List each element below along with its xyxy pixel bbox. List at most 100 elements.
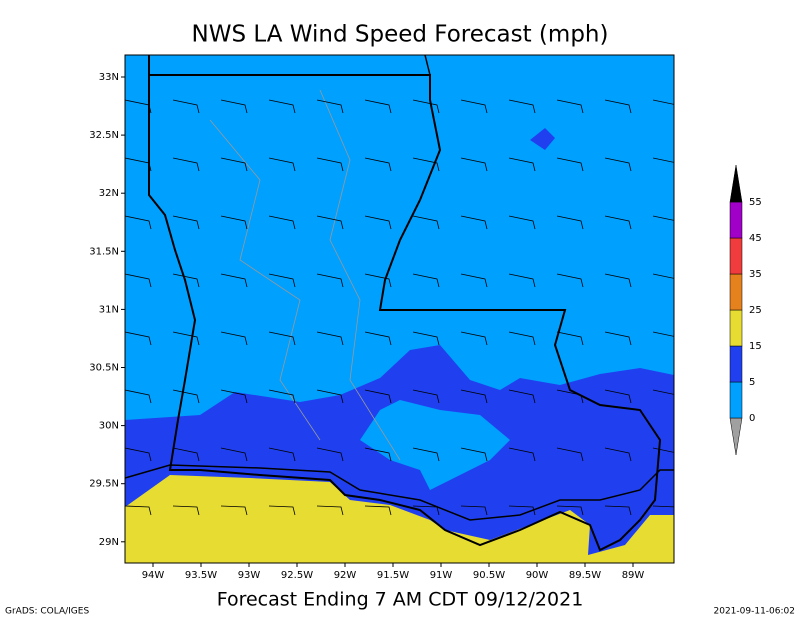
wind-barb	[172, 273, 200, 288]
lon-label: 89.5W	[569, 570, 601, 581]
wind-barb	[220, 215, 248, 230]
wind-barb	[508, 505, 536, 516]
wind-barb	[604, 273, 632, 288]
wind-barb	[172, 389, 200, 404]
wind-barb	[460, 273, 488, 288]
wind-barb	[508, 331, 536, 346]
colorbar-lower-arrow	[729, 417, 743, 456]
wind-barb	[460, 99, 488, 114]
wind-barb	[125, 157, 152, 172]
wind-barb	[604, 389, 632, 404]
wind-barb	[316, 331, 344, 346]
colorbar-label: 5	[749, 377, 755, 388]
wind-barb	[604, 505, 632, 516]
wind-barb	[220, 331, 248, 346]
wind-barb	[412, 215, 440, 230]
colorbar-label: 55	[749, 197, 762, 208]
lon-label: 89W	[622, 570, 645, 581]
wind-barb	[364, 215, 392, 230]
wind-barb	[556, 505, 584, 516]
wind-barb	[268, 331, 296, 346]
parish-border	[319, 89, 401, 461]
wind-barb	[556, 157, 584, 172]
colorbar-label: 25	[749, 305, 762, 316]
wind-barb	[652, 273, 674, 279]
wind-barb	[412, 505, 440, 516]
wind-barb	[220, 389, 248, 404]
colorbar-segment	[729, 201, 743, 239]
wind-barb	[652, 389, 674, 395]
colorbar-segment	[729, 381, 743, 419]
wind-zone-0-5	[360, 400, 510, 490]
wind-barb	[172, 505, 200, 516]
wind-barb	[316, 447, 344, 462]
wind-barb	[125, 215, 152, 230]
wind-barb	[652, 157, 674, 163]
wind-barb	[220, 447, 248, 462]
wind-barb	[316, 157, 344, 172]
wind-barb	[125, 447, 152, 462]
lon-label: 92.5W	[281, 570, 313, 581]
wind-barb	[460, 389, 488, 404]
wind-barb	[125, 331, 152, 346]
lat-label: 30N	[99, 421, 119, 432]
wind-barb	[125, 505, 152, 516]
wind-barb	[460, 505, 488, 516]
coastline	[125, 464, 674, 521]
wind-barb	[460, 447, 488, 462]
lat-label: 32.5N	[89, 130, 119, 141]
wind-barb	[604, 331, 632, 346]
lon-label: 93W	[238, 570, 261, 581]
wind-barb	[508, 157, 536, 172]
wind-barb	[172, 331, 200, 346]
wind-barb	[268, 215, 296, 230]
lon-label: 93.5W	[185, 570, 217, 581]
wind-barb	[412, 273, 440, 288]
wind-barb	[508, 99, 536, 114]
map	[125, 55, 674, 563]
wind-barb	[556, 273, 584, 288]
lat-label: 31N	[99, 304, 119, 315]
colorbar-segment	[729, 273, 743, 311]
lat-label: 32N	[99, 188, 119, 199]
wind-barb	[460, 157, 488, 172]
wind-barb	[364, 273, 392, 288]
wind-barb	[604, 447, 632, 462]
state-border	[424, 55, 431, 76]
wind-barb	[652, 447, 674, 453]
colorbar-label: 35	[749, 269, 762, 280]
colorbar-segment	[729, 345, 743, 383]
wind-barb	[268, 157, 296, 172]
wind-barb	[172, 157, 200, 172]
wind-barb	[652, 331, 674, 337]
wind-barb	[460, 331, 488, 346]
wind-barb	[268, 273, 296, 288]
wind-barb	[556, 389, 584, 404]
lon-label: 90.5W	[473, 570, 505, 581]
wind-barb	[220, 157, 248, 172]
lat-label: 29.5N	[89, 479, 119, 490]
wind-barb	[508, 447, 536, 462]
colorbar-upper-arrow	[729, 164, 743, 203]
wind-barb	[556, 331, 584, 346]
wind-barb	[412, 157, 440, 172]
lat-label: 31.5N	[89, 246, 119, 257]
lon-label: 91W	[430, 570, 453, 581]
wind-barb	[316, 389, 344, 404]
wind-barb	[172, 99, 200, 114]
wind-barb	[172, 447, 200, 462]
wind-barb	[220, 505, 248, 516]
title: NWS LA Wind Speed Forecast (mph)	[192, 22, 609, 48]
wind-barb	[652, 215, 674, 221]
colorbar-label: 45	[749, 233, 762, 244]
wind-barb	[364, 389, 392, 404]
credit: GrADS: COLA/IGES	[5, 607, 89, 617]
wind-barb	[364, 447, 392, 462]
wind-barb	[220, 99, 248, 114]
wind-barb	[412, 99, 440, 114]
wind-barb	[652, 99, 674, 105]
wind-barb	[460, 215, 488, 230]
wind-barb	[364, 331, 392, 346]
lat-label: 30.5N	[89, 363, 119, 374]
wind-barb	[268, 99, 296, 114]
